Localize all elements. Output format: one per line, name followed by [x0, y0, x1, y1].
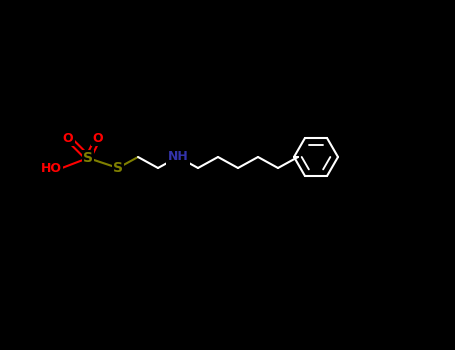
- Text: HO: HO: [41, 161, 62, 175]
- Text: O: O: [93, 132, 103, 145]
- Text: NH: NH: [167, 150, 188, 163]
- Text: O: O: [63, 132, 73, 145]
- Text: S: S: [83, 151, 93, 165]
- Text: S: S: [113, 161, 123, 175]
